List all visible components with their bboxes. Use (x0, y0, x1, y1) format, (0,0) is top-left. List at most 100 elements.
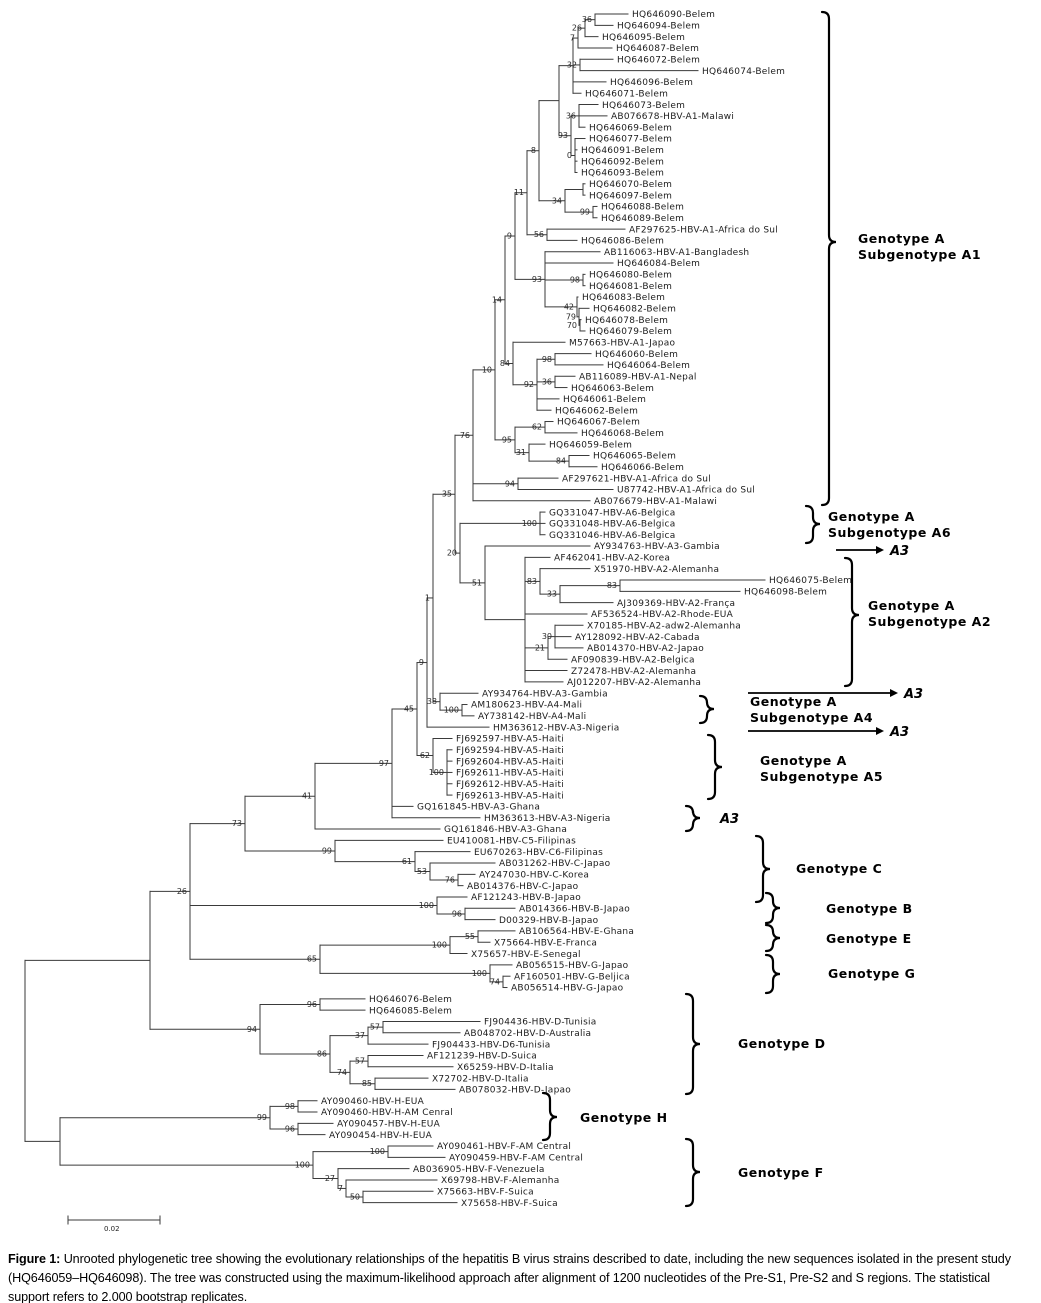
taxon-label: FJ692613-HBV-A5-Haiti (456, 791, 564, 801)
bootstrap-value: 74 (490, 977, 500, 986)
bootstrap-value: 93 (532, 275, 542, 284)
bootstrap-value: 10 (482, 365, 492, 374)
taxon-label: HQ646091-Belem (581, 146, 664, 156)
taxon-label: AY934764-HBV-A3-Gambia (482, 689, 608, 699)
taxon-label: GQ331048-HBV-A6-Belgica (549, 520, 675, 530)
genotype-d-label: Genotype D (738, 1036, 826, 1051)
taxon-label: AY090461-HBV-F-AM Central (437, 1142, 571, 1152)
bootstrap-value: 41 (302, 792, 312, 801)
bootstrap-value: 73 (232, 819, 242, 828)
taxon-label: HQ646094-Belem (617, 22, 700, 32)
taxon-label: HQ646079-Belem (589, 327, 672, 337)
genotype-a2-label: Subgenotype A2 (868, 614, 991, 629)
taxon-label: HQ646073-Belem (602, 101, 685, 111)
taxon-label: HQ646088-Belem (601, 203, 684, 213)
a3-arrow-1-head (890, 689, 898, 697)
taxon-label: HQ646084-Belem (617, 259, 700, 269)
bootstrap-value: 83 (607, 581, 617, 590)
figure-caption-label: Figure 1: (8, 1252, 61, 1266)
bootstrap-value: 9 (507, 232, 512, 241)
bootstrap-value: 98 (542, 355, 552, 364)
a3-arrow-1-label: A3 (903, 687, 923, 702)
taxon-label: HQ646061-Belem (563, 395, 646, 405)
taxon-label: EU410081-HBV-C5-Filipinas (447, 837, 576, 847)
genotype-a4-brace (698, 694, 715, 725)
taxon-label: HQ646069-Belem (589, 123, 672, 133)
taxon-label: Z72478-HBV-A2-Alemanha (571, 667, 696, 677)
bootstrap-value: 96 (452, 909, 462, 918)
taxon-label: X72702-HBV-D-Italia (432, 1074, 529, 1084)
bootstrap-value: 37 (355, 1031, 365, 1040)
taxon-label: AB076678-HBV-A1-Malawi (611, 112, 734, 122)
taxon-label: AB031262-HBV-C-Japao (499, 859, 611, 869)
bootstrap-value: 21 (535, 643, 545, 652)
taxon-label: AF536524-HBV-A2-Rhode-EUA (591, 610, 734, 620)
genotype-c-brace (754, 834, 771, 904)
taxon-label: X75664-HBV-E-Franca (494, 938, 597, 948)
taxon-label: AJ309369-HBV-A2-França (617, 599, 735, 609)
genotype-a5-brace (706, 733, 723, 801)
bootstrap-value: 45 (404, 705, 414, 714)
genotype-e-brace (764, 923, 781, 953)
taxon-label: FJ692611-HBV-A5-Haiti (456, 769, 564, 779)
taxon-label: AY934763-HBV-A3-Gambia (594, 542, 720, 552)
taxon-label: AB078032-HBV-D-Japao (459, 1086, 571, 1096)
genotype-a5-label: Genotype A (760, 753, 847, 768)
taxon-label: AF462041-HBV-A2-Korea (554, 554, 670, 564)
taxon-label: AF121239-HBV-D-Suica (427, 1052, 537, 1062)
bootstrap-value: 83 (527, 577, 537, 586)
bootstrap-value: 96 (285, 1125, 295, 1134)
taxon-label: FJ692597-HBV-A5-Haiti (456, 735, 564, 745)
taxon-label: AB036905-HBV-F-Venezuela (413, 1165, 545, 1175)
bootstrap-value: 62 (420, 751, 430, 760)
genotype-a2-label: Genotype A (868, 598, 955, 613)
taxon-label: AY090457-HBV-H-EUA (337, 1120, 441, 1130)
taxon-label: AB116089-HBV-A1-Nepal (579, 372, 697, 382)
genotype-b-label: Genotype B (826, 901, 913, 916)
bootstrap-value: 36 (566, 111, 576, 120)
bootstrap-value: 14 (492, 295, 502, 304)
genotype-a1-brace (820, 10, 837, 507)
taxon-label: HQ646078-Belem (585, 316, 668, 326)
taxon-label: AF160501-HBV-G-Beljica (514, 972, 630, 982)
bootstrap-value: 100 (444, 706, 459, 715)
genotype-a6-brace (804, 504, 821, 545)
a3-arrow-a6-label: A3 (889, 544, 909, 559)
taxon-label: M57663-HBV-A1-Japao (569, 338, 676, 348)
taxon-label: AB014370-HBV-A2-Japao (587, 644, 704, 654)
bootstrap-value: 99 (580, 208, 590, 217)
taxon-label: HQ646081-Belem (589, 282, 672, 292)
genotype-a1-label: Subgenotype A1 (858, 247, 981, 262)
taxon-label: FJ692594-HBV-A5-Haiti (456, 746, 564, 756)
taxon-label: FJ904433-HBV-D6-Tunisia (432, 1040, 551, 1050)
a3-brace-brace (684, 804, 701, 833)
taxon-label: HQ646077-Belem (589, 135, 672, 145)
genotype-a2-brace (843, 556, 860, 688)
taxon-label: GQ331046-HBV-A6-Belgica (549, 531, 675, 541)
taxon-label: AF121243-HBV-B-Japao (471, 893, 581, 903)
bootstrap-value: 79 (566, 312, 576, 321)
bootstrap-value: 99 (257, 1113, 267, 1122)
taxon-label: HQ646062-Belem (555, 406, 638, 416)
taxon-label: AY128092-HBV-A2-Cabada (575, 633, 700, 643)
taxon-label: HQ646082-Belem (593, 305, 676, 315)
bootstrap-value: 100 (432, 941, 447, 950)
genotype-a6-label: Subgenotype A6 (828, 525, 951, 540)
a3-brace-label: A3 (719, 812, 739, 827)
taxon-label: HQ646072-Belem (617, 55, 700, 65)
bootstrap-value: 31 (516, 448, 526, 457)
taxon-label: X51970-HBV-A2-Alemanha (594, 565, 719, 575)
bootstrap-value: 57 (370, 1023, 380, 1032)
genotype-g-label: Genotype G (828, 966, 915, 981)
taxon-label: HQ646085-Belem (369, 1006, 452, 1016)
taxon-label: HQ646063-Belem (571, 384, 654, 394)
bootstrap-value: 26 (572, 24, 582, 33)
taxon-label: HQ646067-Belem (557, 418, 640, 428)
taxon-label: GQ161846-HBV-A3-Ghana (444, 825, 567, 835)
taxon-label: AB076679-HBV-A1-Malawi (594, 497, 717, 507)
taxon-label: HQ646070-Belem (589, 180, 672, 190)
taxon-label: FJ904436-HBV-D-Tunisia (484, 1018, 597, 1028)
taxon-label: HM363613-HBV-A3-Nigeria (484, 814, 611, 824)
bootstrap-value: 27 (325, 1174, 335, 1183)
